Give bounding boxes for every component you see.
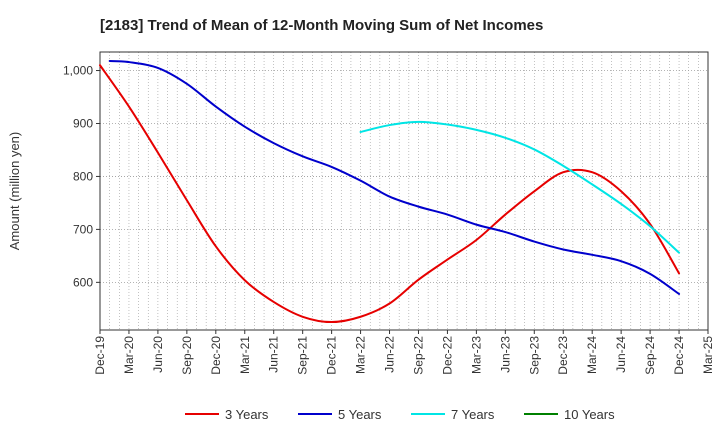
x-tick-label: Dec-23	[556, 336, 570, 375]
x-tick-label: Jun-21	[267, 336, 281, 373]
x-tick-label: Dec-21	[325, 336, 339, 375]
x-tick-label: Sep-22	[411, 336, 425, 375]
x-tick-label: Jun-23	[498, 336, 512, 373]
y-axis-ticks: 600 700 800 900 1,000	[63, 64, 100, 289]
y-tick-label: 700	[73, 222, 93, 236]
x-tick-label: Dec-19	[93, 336, 107, 375]
x-tick-label: Jun-20	[151, 336, 165, 373]
legend-label-3-years: 3 Years	[225, 407, 269, 422]
x-tick-label: Sep-21	[296, 336, 310, 375]
x-tick-label: Sep-24	[643, 336, 657, 375]
x-tick-label: Dec-20	[209, 336, 223, 375]
series-lines	[99, 60, 681, 324]
legend: 3 Years 5 Years 7 Years 10 Years	[185, 407, 615, 422]
x-tick-label: Dec-22	[440, 336, 454, 375]
y-tick-label: 600	[73, 275, 93, 289]
series-line-7-years	[359, 120, 681, 254]
x-tick-label: Mar-21	[238, 336, 252, 374]
legend-label-10-years: 10 Years	[564, 407, 615, 422]
x-tick-label: Mar-20	[122, 336, 136, 374]
legend-label-7-years: 7 Years	[451, 407, 495, 422]
x-tick-label: Sep-20	[180, 336, 194, 375]
plot-area-border	[99, 51, 709, 331]
x-tick-label: Jun-24	[614, 336, 628, 373]
legend-label-5-years: 5 Years	[338, 407, 382, 422]
y-tick-label: 1,000	[63, 64, 93, 78]
series-line-3-years	[99, 64, 681, 324]
x-tick-label: Mar-25	[701, 336, 715, 374]
series-line-5-years	[108, 60, 681, 295]
x-axis-ticks: Dec-19 Mar-20 Jun-20 Sep-20 Dec-20 Mar-21 Jun-…	[93, 330, 715, 375]
x-tick-label: Dec-24	[672, 336, 686, 375]
x-tick-label: Jun-22	[383, 336, 397, 373]
y-axis-label: Amount (million yen)	[7, 132, 22, 251]
x-tick-label: Mar-22	[354, 336, 368, 374]
x-tick-label: Sep-23	[527, 336, 541, 375]
chart-title: [2183] Trend of Mean of 12-Month Moving …	[100, 17, 543, 34]
x-tick-label: Mar-24	[585, 336, 599, 374]
x-tick-label: Mar-23	[469, 336, 483, 374]
y-tick-label: 900	[73, 116, 93, 130]
grid	[100, 52, 708, 330]
y-tick-label: 800	[73, 169, 93, 183]
